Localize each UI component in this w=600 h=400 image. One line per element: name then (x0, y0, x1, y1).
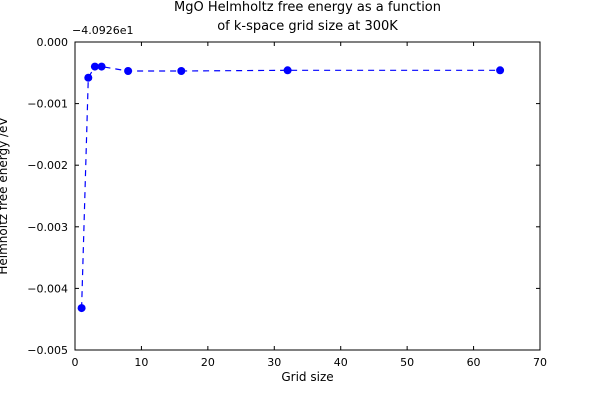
data-point (177, 67, 186, 75)
x-tick-label: 20 (201, 356, 215, 369)
x-tick-label: 30 (267, 356, 281, 369)
y-axis-label: Helmholtz free energy /eV (0, 117, 10, 275)
data-point (283, 66, 292, 75)
y-tick-label: −0.002 (27, 159, 68, 172)
data-point (90, 62, 99, 71)
data-point (97, 62, 106, 71)
data-point (77, 304, 86, 313)
x-axis-label: Grid size (281, 370, 334, 384)
x-tick-label: 40 (334, 356, 348, 369)
y-tick-label: −0.004 (27, 282, 68, 295)
data-point (84, 73, 93, 82)
y-tick-label: −0.001 (27, 98, 68, 111)
x-tick-label: 10 (134, 356, 148, 369)
data-point (496, 66, 505, 75)
y-tick-label: −0.005 (27, 344, 68, 357)
data-point (124, 67, 133, 75)
chart-title-line2: of k-space grid size at 300K (217, 19, 398, 34)
data-line (81, 65, 501, 309)
chart-title-line1: MgO Helmholtz free energy as a function (173, 0, 441, 15)
axes-frame (74, 41, 541, 351)
chart-title: MgO Helmholtz free energy as a function … (75, 0, 540, 36)
x-tick-label: 70 (533, 356, 547, 369)
y-axis-offset-text: −4.0926e1 (72, 24, 134, 37)
x-tick-label: 50 (400, 356, 414, 369)
x-tick-label: 60 (467, 356, 481, 369)
y-tick-label: −0.003 (27, 221, 68, 234)
y-tick-label: 0.000 (37, 36, 69, 49)
x-tick-label: 0 (72, 356, 79, 369)
